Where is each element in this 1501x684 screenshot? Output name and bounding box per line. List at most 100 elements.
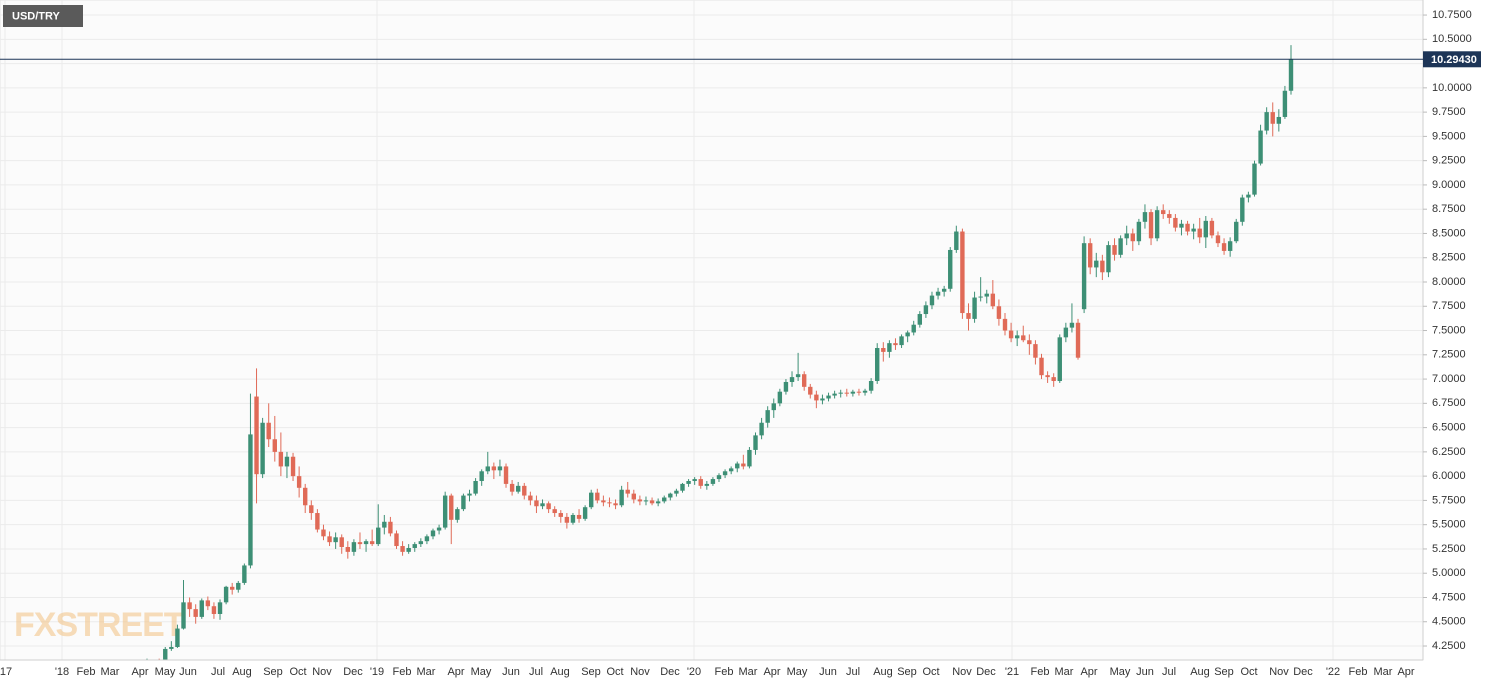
candle-body xyxy=(1094,260,1099,268)
candle-body xyxy=(1282,90,1288,117)
y-tick-label: 7.0000 xyxy=(1432,373,1466,385)
x-tick-label: '21 xyxy=(1005,666,1019,678)
x-tick-label: Aug xyxy=(232,666,252,678)
x-tick-label: Dec xyxy=(1293,666,1313,678)
candle-body xyxy=(929,295,935,306)
candle-body xyxy=(808,386,813,395)
candle-body xyxy=(923,305,929,315)
candle-body xyxy=(442,495,448,528)
candle-body xyxy=(558,513,563,517)
candle-body xyxy=(1087,243,1093,268)
candle-body xyxy=(497,466,503,471)
candle-body xyxy=(272,439,277,452)
x-tick-label: Mar xyxy=(1055,666,1074,678)
candle-body xyxy=(1045,375,1050,378)
candle-body xyxy=(418,541,424,545)
y-tick-label: 5.5000 xyxy=(1432,519,1466,531)
y-tick-label: 10.0000 xyxy=(1432,82,1472,94)
candle-body xyxy=(966,313,971,319)
y-tick-label: 6.7500 xyxy=(1432,397,1466,409)
x-tick-label: Jul xyxy=(846,666,860,678)
candle-body xyxy=(649,500,655,504)
candle-body xyxy=(722,471,728,476)
x-tick-label: Mar xyxy=(101,666,120,678)
axis-labels: 4.2500 4.5000 4.7500 5.0000 5.2500 5.5000 5.75… xyxy=(0,9,1472,678)
candle-body xyxy=(1288,59,1294,91)
x-tick-label: Nov xyxy=(630,666,650,678)
candle-body xyxy=(868,381,874,391)
y-tick-label: 9.0000 xyxy=(1432,179,1466,191)
y-tick-label: 6.2500 xyxy=(1432,446,1466,458)
candle-body xyxy=(175,628,180,647)
x-tick-label: Aug xyxy=(550,666,570,678)
candle-body xyxy=(1148,212,1154,239)
x-tick-label: May xyxy=(155,666,176,678)
candle-body xyxy=(917,314,923,325)
candle-body xyxy=(260,422,265,475)
grid xyxy=(0,0,1423,660)
candle-body xyxy=(607,502,612,504)
x-tick-label: May xyxy=(787,666,808,678)
x-tick-label: Sep xyxy=(581,666,601,678)
x-tick-label: Feb xyxy=(715,666,734,678)
candle-body xyxy=(795,374,801,378)
candle-body xyxy=(187,602,192,610)
last-price-box xyxy=(1423,51,1481,68)
x-tick-label: Feb xyxy=(1349,666,1368,678)
candle-body xyxy=(1063,327,1069,338)
candle-body xyxy=(1240,197,1245,222)
candle-body xyxy=(303,487,308,506)
plot-area xyxy=(0,0,1424,661)
x-tick-label: Feb xyxy=(1031,666,1050,678)
candle-body xyxy=(491,466,497,471)
candle-body xyxy=(1100,260,1105,273)
candle-body xyxy=(1021,335,1026,341)
candle-body xyxy=(229,586,235,590)
candle-body xyxy=(801,374,807,387)
candle-body xyxy=(777,391,783,404)
x-tick-label: Sep xyxy=(263,666,283,678)
candle-body xyxy=(735,463,740,469)
candle-body xyxy=(625,489,630,494)
candle-body xyxy=(1118,238,1123,255)
y-tick-label: 7.2500 xyxy=(1432,349,1466,361)
candle-body xyxy=(473,480,478,494)
candle-body xyxy=(534,500,539,507)
candle-body xyxy=(278,451,284,467)
candle-body xyxy=(406,547,411,552)
y-tick-label: 9.2500 xyxy=(1432,155,1466,167)
candle-body xyxy=(540,503,545,507)
candle-body xyxy=(1203,220,1209,238)
x-tick-label: '18 xyxy=(55,666,69,678)
candle-body xyxy=(248,434,253,566)
candle-body xyxy=(1112,245,1117,255)
candle-body xyxy=(613,503,618,506)
candle-body xyxy=(1264,112,1269,131)
candle-body xyxy=(570,514,576,523)
candle-body xyxy=(467,493,472,496)
candle-body xyxy=(1191,228,1196,232)
x-tick-label: Oct xyxy=(606,666,623,678)
candle-body xyxy=(1027,340,1032,345)
candle-body xyxy=(1227,241,1233,251)
candle-body xyxy=(674,490,679,494)
candle-body xyxy=(1075,322,1081,358)
x-tick-label: Feb xyxy=(393,666,412,678)
y-tick-label: 4.5000 xyxy=(1432,616,1466,628)
candle-body xyxy=(601,500,606,503)
candle-body xyxy=(254,396,259,475)
x-tick-label: Apr xyxy=(447,666,464,678)
candle-body xyxy=(485,466,490,472)
x-tick-label: Jun xyxy=(819,666,837,678)
candle-body xyxy=(1014,335,1020,339)
candle-body xyxy=(1252,163,1257,195)
candle-body xyxy=(424,536,430,542)
candle-body xyxy=(369,541,375,545)
candle-body xyxy=(449,495,454,520)
x-tick-label: Mar xyxy=(417,666,436,678)
x-tick-label: Nov xyxy=(1269,666,1289,678)
candle-body xyxy=(284,456,290,467)
candle-body xyxy=(345,547,351,552)
candle-body xyxy=(242,565,247,583)
